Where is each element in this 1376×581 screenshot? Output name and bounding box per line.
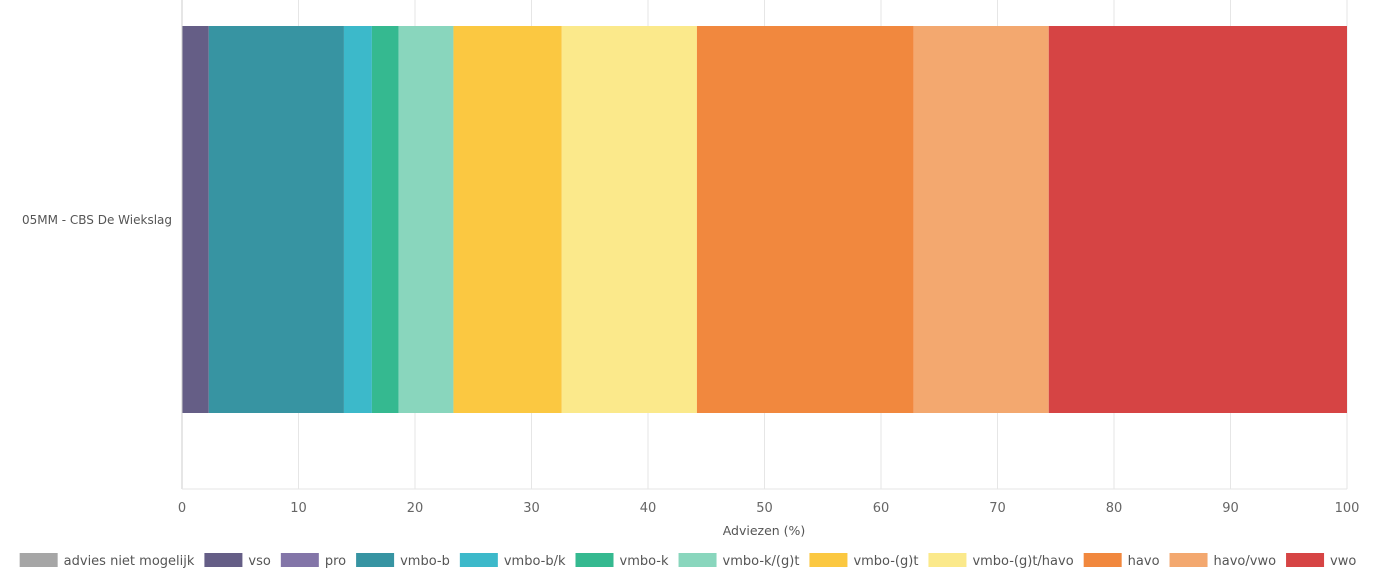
x-tick-label: 80: [1106, 501, 1123, 516]
bar-segment-vwo[interactable]: [1048, 26, 1347, 413]
x-tick-label: 20: [407, 501, 424, 516]
legend-label: pro: [325, 554, 346, 569]
legend-label: vwo: [1330, 554, 1356, 569]
legend-swatch: [1083, 553, 1122, 567]
legend-swatch: [575, 553, 614, 567]
legend-item[interactable]: vmbo-(g)t/havo: [928, 553, 1074, 569]
legend-swatch: [204, 553, 243, 567]
legend-item[interactable]: vmbo-b: [356, 553, 450, 569]
bar-segment-vmbo-g-t[interactable]: [453, 26, 562, 413]
legend-swatch: [356, 553, 395, 567]
category-labels: 05MM - CBS De Wiekslag: [22, 213, 172, 227]
legend-item[interactable]: vwo: [1286, 553, 1356, 569]
legend-label: vmbo-b: [400, 554, 450, 569]
legend-label: vmbo-k/(g)t: [723, 554, 800, 569]
category-label: 05MM - CBS De Wiekslag: [22, 213, 172, 227]
legend-label: havo/vwo: [1214, 554, 1277, 569]
legend-item[interactable]: advies niet mogelijk: [19, 553, 195, 569]
x-tick-label: 10: [290, 501, 307, 516]
legend-swatch: [459, 553, 498, 567]
legend: advies niet mogelijk vso pro vmbo-b vmbo-b/k…: [19, 553, 1356, 569]
x-tick-label: 40: [640, 501, 657, 516]
legend-item[interactable]: vmbo-k: [575, 553, 669, 569]
x-tick-label: 90: [1222, 501, 1239, 516]
legend-label: vmbo-(g)t: [853, 554, 918, 569]
legend-swatch: [928, 553, 967, 567]
legend-swatch: [19, 553, 58, 567]
legend-item[interactable]: vso: [204, 553, 271, 569]
bar-segment-vmbo-b[interactable]: [208, 26, 344, 413]
legend-swatch: [280, 553, 319, 567]
legend-swatch: [678, 553, 717, 567]
legend-label: vmbo-k: [620, 554, 669, 569]
legend-item[interactable]: pro: [280, 553, 346, 569]
x-tick-label: 60: [873, 501, 890, 516]
legend-label: vso: [248, 554, 270, 569]
bar-segment-vso[interactable]: [182, 26, 209, 413]
bar-segment-vmbo-g-t-havo[interactable]: [561, 26, 697, 413]
x-tick-label: 50: [756, 501, 773, 516]
x-tick-label: 30: [523, 501, 540, 516]
bar-segment-havo-vwo[interactable]: [913, 26, 1049, 413]
legend-label: advies niet mogelijk: [64, 554, 195, 569]
legend-item[interactable]: vmbo-(g)t: [809, 553, 918, 569]
x-tick-label: 70: [989, 501, 1006, 516]
legend-item[interactable]: vmbo-k/(g)t: [678, 553, 800, 569]
legend-label: vmbo-(g)t/havo: [972, 554, 1073, 569]
bar-segment-vmbo-b-k[interactable]: [343, 26, 372, 413]
legend-swatch: [809, 553, 848, 567]
legend-item[interactable]: havo: [1083, 553, 1160, 569]
x-axis: 0 10 20 30 40 50 60 70 80 90 100: [178, 0, 1360, 516]
bar-segment-havo[interactable]: [696, 26, 914, 413]
legend-label: vmbo-b/k: [504, 554, 566, 569]
legend-label: havo: [1128, 554, 1160, 569]
x-tick-label: 100: [1335, 501, 1360, 516]
legend-swatch: [1286, 553, 1325, 567]
legend-item[interactable]: vmbo-b/k: [459, 553, 566, 569]
legend-swatch: [1169, 553, 1208, 567]
bar-segment-vmbo-k-g-t[interactable]: [398, 26, 454, 413]
legend-item[interactable]: havo/vwo: [1169, 553, 1277, 569]
x-tick-label: 0: [178, 501, 186, 516]
x-axis-title: Adviezen (%): [723, 523, 806, 538]
bar-segments: [182, 26, 1347, 413]
bar-segment-vmbo-k[interactable]: [371, 26, 399, 413]
